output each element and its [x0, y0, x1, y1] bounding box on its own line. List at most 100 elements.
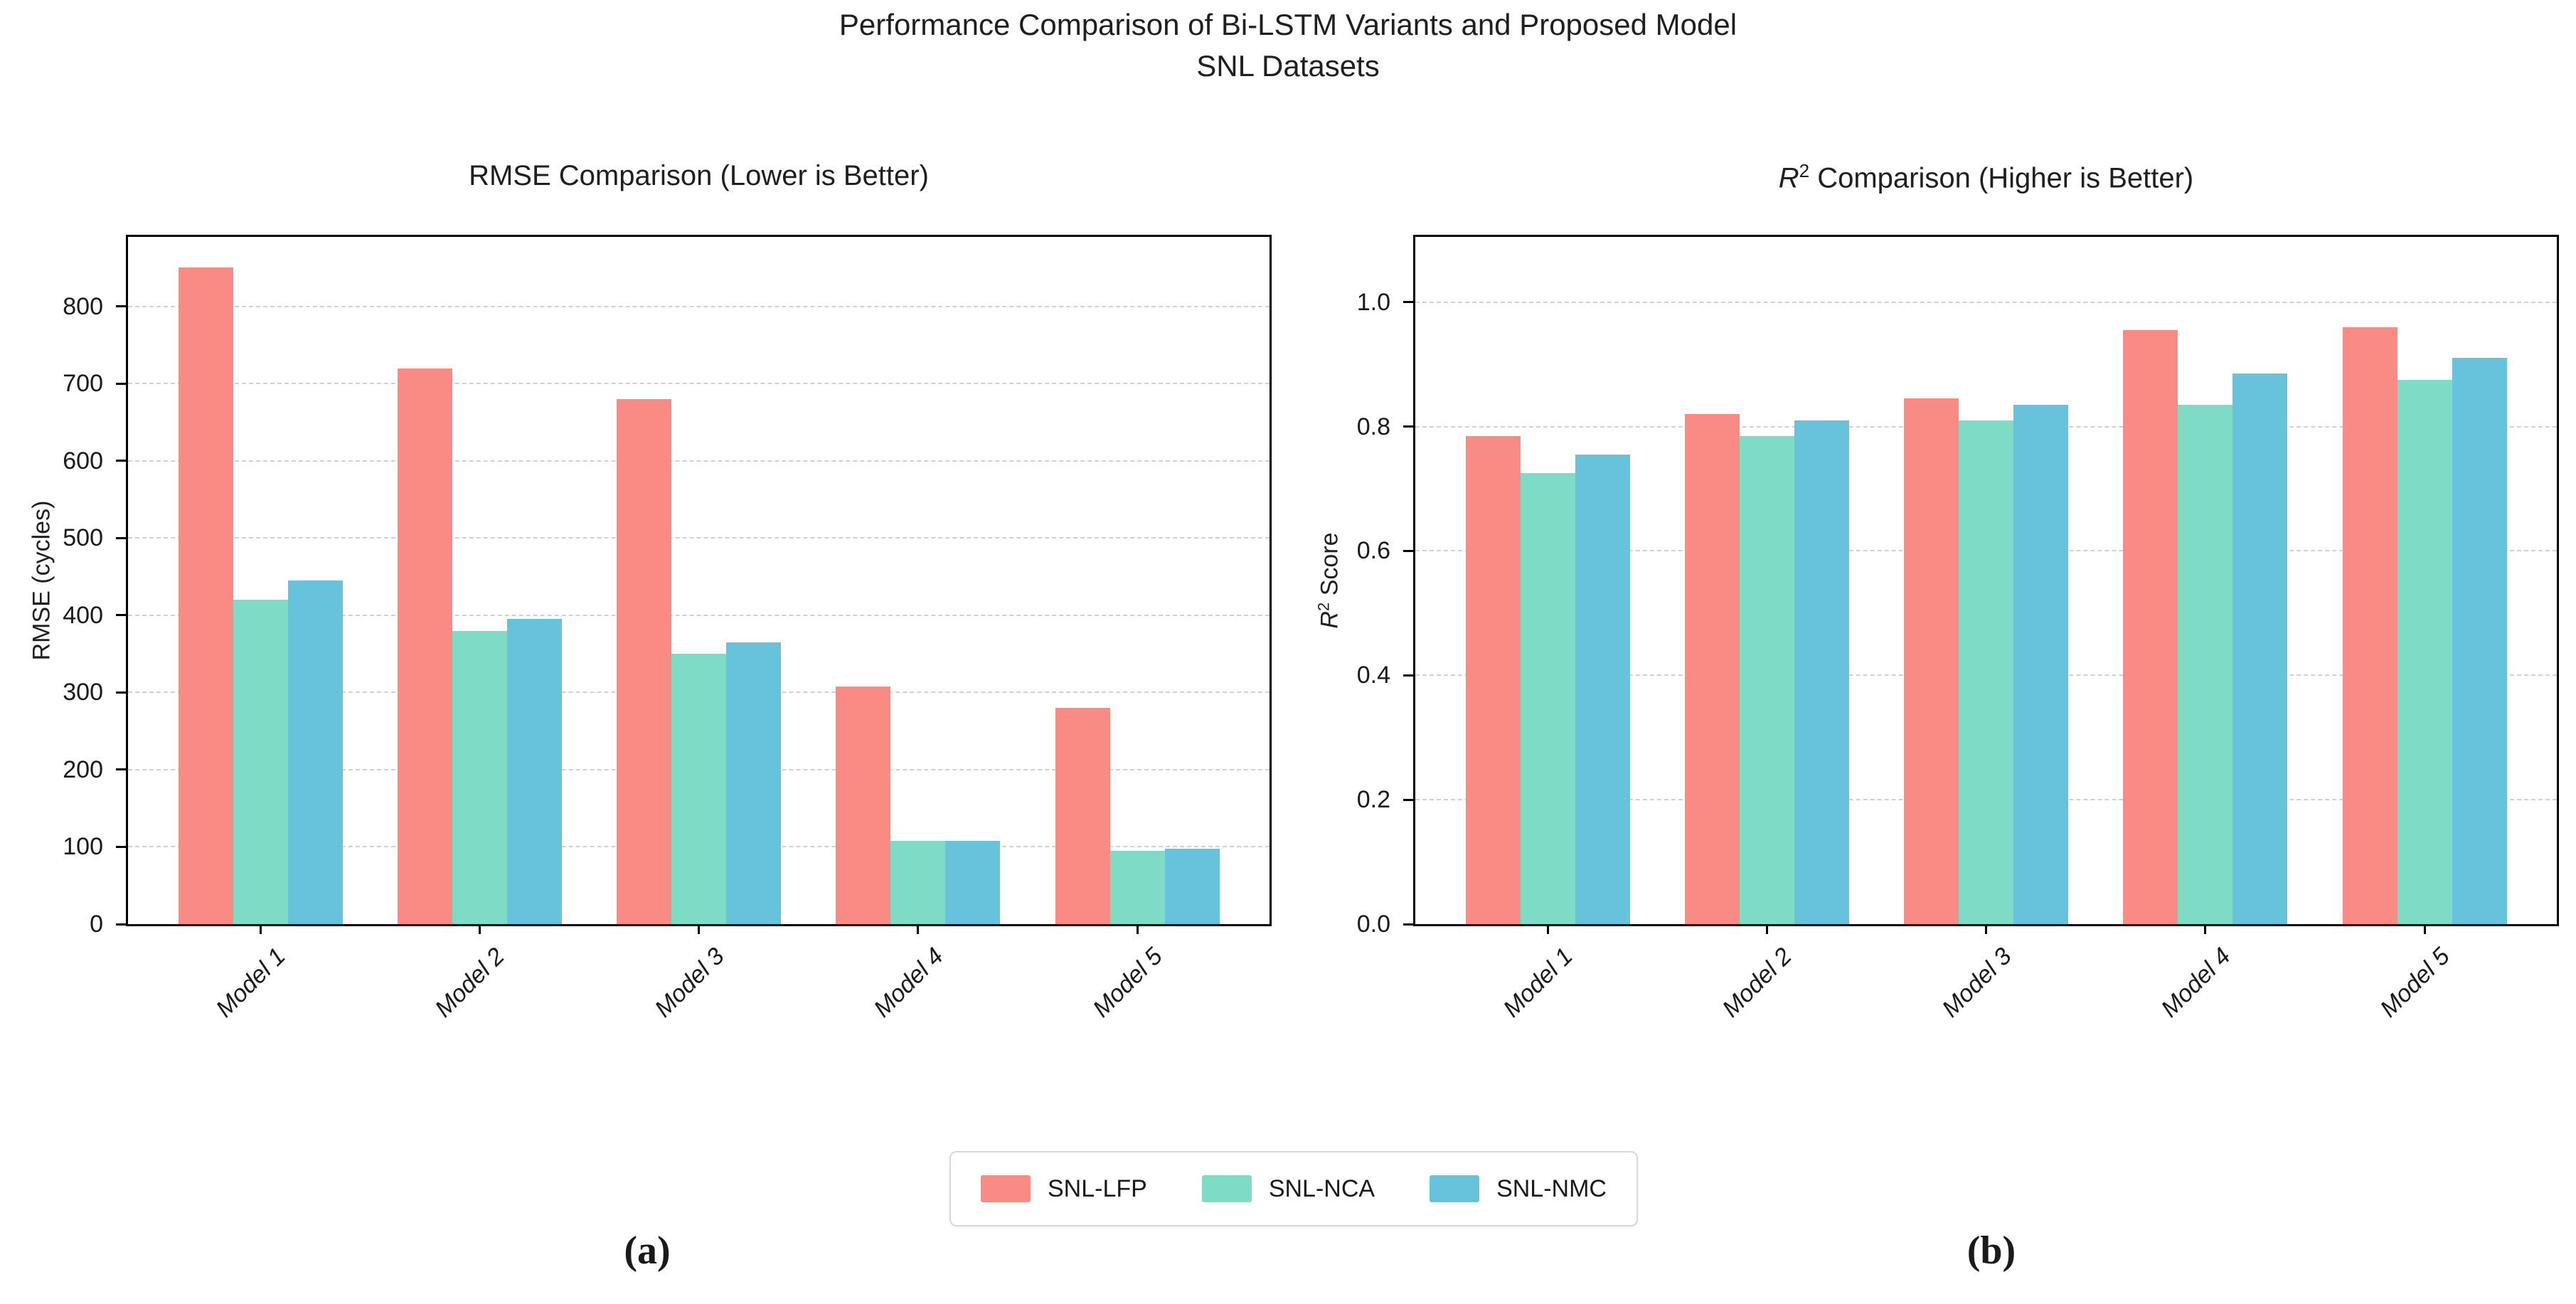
- y-tick-mark: [1403, 301, 1413, 304]
- bar-snl-nmc-model-1: [287, 581, 343, 924]
- y-tick-label: 1.0: [1356, 288, 1390, 316]
- bar-snl-nca-model-2: [1739, 435, 1794, 924]
- x-tick-label: Model 1: [211, 943, 291, 1023]
- r2-ylabel-variable: R: [1316, 611, 1343, 629]
- bar-snl-lfp-model-4: [836, 686, 891, 924]
- x-tick-label: Model 3: [1936, 943, 2017, 1023]
- y-tick-label: 400: [63, 601, 103, 629]
- bar-snl-nmc-model-2: [1794, 420, 1849, 924]
- bar-snl-lfp-model-5: [2342, 327, 2397, 924]
- y-tick-mark: [116, 536, 126, 539]
- suptitle-line-1: Performance Comparison of Bi-LSTM Varian…: [839, 8, 1737, 41]
- y-tick-mark: [1403, 549, 1413, 552]
- y-tick-label: 0.2: [1356, 786, 1390, 814]
- x-tick-mark: [917, 924, 920, 934]
- legend-label-snl-lfp: SNL-LFP: [1048, 1175, 1147, 1202]
- x-tick-mark: [478, 924, 481, 934]
- legend-label-snl-nmc: SNL-NMC: [1496, 1175, 1607, 1202]
- y-tick-label: 100: [63, 833, 103, 861]
- y-tick-label: 700: [63, 370, 103, 398]
- bar-snl-nca-model-5: [1109, 850, 1165, 924]
- x-tick-mark: [1985, 924, 1987, 934]
- bar-snl-lfp-model-2: [1684, 414, 1740, 924]
- suptitle-line-2: SNL Datasets: [1196, 49, 1380, 83]
- bar-snl-nmc-model-5: [1164, 848, 1220, 924]
- panel-label-b: (b): [1966, 1229, 2016, 1273]
- gridline: [128, 460, 1270, 462]
- x-tick-mark: [1546, 924, 1549, 934]
- bar-snl-nmc-model-5: [2452, 358, 2507, 924]
- x-tick-label: Model 2: [430, 943, 511, 1023]
- x-tick-label: Model 4: [868, 943, 949, 1023]
- legend-swatch-snl-lfp: [981, 1175, 1031, 1202]
- x-tick-label: Model 5: [1087, 943, 1168, 1023]
- gridline: [1415, 301, 2557, 303]
- bar-snl-lfp-model-4: [2123, 330, 2178, 924]
- bar-snl-nmc-model-2: [506, 619, 562, 924]
- y-tick-mark: [116, 845, 126, 848]
- y-tick-label: 800: [63, 292, 103, 320]
- rmse-chart: RMSE Comparison (Lower is Better) RMSE (…: [28, 160, 1272, 1022]
- x-tick-mark: [698, 924, 700, 934]
- y-tick-mark: [116, 382, 126, 385]
- x-tick-mark: [2423, 924, 2426, 934]
- legend: SNL-LFP SNL-NCA SNL-NMC: [949, 1151, 1638, 1226]
- x-tick-label: Model 3: [649, 943, 730, 1023]
- y-tick-mark: [1403, 425, 1413, 428]
- r2-title-variable: R: [1778, 162, 1799, 194]
- r2-plot-area: 0.0 0.2 0.4 0.6 0.8 1.0 Model 1 Model 2 Model 3 M…: [1357, 235, 2559, 1022]
- y-tick-label: 0: [90, 911, 103, 938]
- legend-item-snl-lfp: SNL-LFP: [981, 1175, 1147, 1203]
- x-tick-label: Model 4: [2156, 943, 2236, 1023]
- rmse-chart-title-text: RMSE Comparison (Lower is Better): [469, 160, 929, 191]
- bar-snl-lfp-model-5: [1055, 708, 1110, 924]
- bar-snl-nca-model-1: [233, 600, 288, 924]
- y-tick-mark: [116, 768, 126, 771]
- y-tick-mark: [116, 614, 126, 617]
- gridline: [128, 383, 1270, 385]
- y-tick-mark: [1403, 798, 1413, 801]
- bar-snl-lfp-model-1: [1465, 435, 1521, 924]
- gridline: [128, 537, 1270, 539]
- y-tick-mark: [1403, 674, 1413, 677]
- bar-snl-nmc-model-1: [1575, 454, 1630, 924]
- gridline: [128, 305, 1270, 307]
- r2-ylabel-superscript: 2: [1314, 602, 1333, 611]
- y-tick-label: 200: [63, 756, 103, 783]
- y-tick-label: 0.6: [1356, 537, 1390, 565]
- r2-chart-title: R2 Comparison (Higher is Better): [1413, 160, 2559, 194]
- y-tick-mark: [116, 923, 126, 926]
- x-tick-mark: [1765, 924, 1768, 934]
- bar-snl-nmc-model-4: [2232, 373, 2288, 924]
- legend-item-snl-nca: SNL-NCA: [1201, 1175, 1375, 1203]
- figure-suptitle: Performance Comparison of Bi-LSTM Varian…: [0, 4, 2576, 87]
- y-tick-mark: [116, 305, 126, 308]
- y-tick-label: 500: [63, 524, 103, 552]
- bar-snl-nca-model-2: [452, 630, 507, 924]
- bar-snl-lfp-model-3: [617, 398, 671, 924]
- bar-snl-nca-model-5: [2397, 380, 2452, 924]
- bar-snl-lfp-model-1: [178, 267, 233, 924]
- bar-snl-nmc-model-3: [2013, 405, 2068, 924]
- bar-snl-nca-model-3: [1959, 420, 2013, 924]
- r2-chart: R2 Comparison (Higher is Better) R2 Scor…: [1314, 160, 2559, 1022]
- legend-swatch-snl-nmc: [1430, 1175, 1480, 1202]
- gridline: [128, 614, 1270, 616]
- r2-title-superscript: 2: [1799, 160, 1810, 181]
- y-tick-label: 600: [63, 447, 103, 475]
- rmse-chart-title: RMSE Comparison (Lower is Better): [126, 160, 1272, 192]
- y-tick-mark: [1403, 923, 1413, 926]
- bar-snl-lfp-model-3: [1904, 398, 1959, 924]
- panel-label-a: (a): [624, 1229, 671, 1273]
- r2-title-rest: Comparison (Higher is Better): [1809, 162, 2194, 194]
- x-tick-mark: [259, 924, 262, 934]
- x-tick-mark: [1136, 924, 1139, 934]
- rmse-plot-area: 0 100 200 300 400 500 600 700 800 Model 1 Model 2 M…: [63, 235, 1272, 1022]
- x-tick-label: Model 5: [2375, 943, 2455, 1023]
- bar-snl-lfp-model-2: [397, 368, 452, 924]
- x-tick-label: Model 2: [1717, 943, 1798, 1023]
- y-tick-label: 0.0: [1356, 911, 1390, 938]
- bar-snl-nca-model-1: [1520, 473, 1575, 924]
- bar-snl-nca-model-3: [671, 654, 726, 924]
